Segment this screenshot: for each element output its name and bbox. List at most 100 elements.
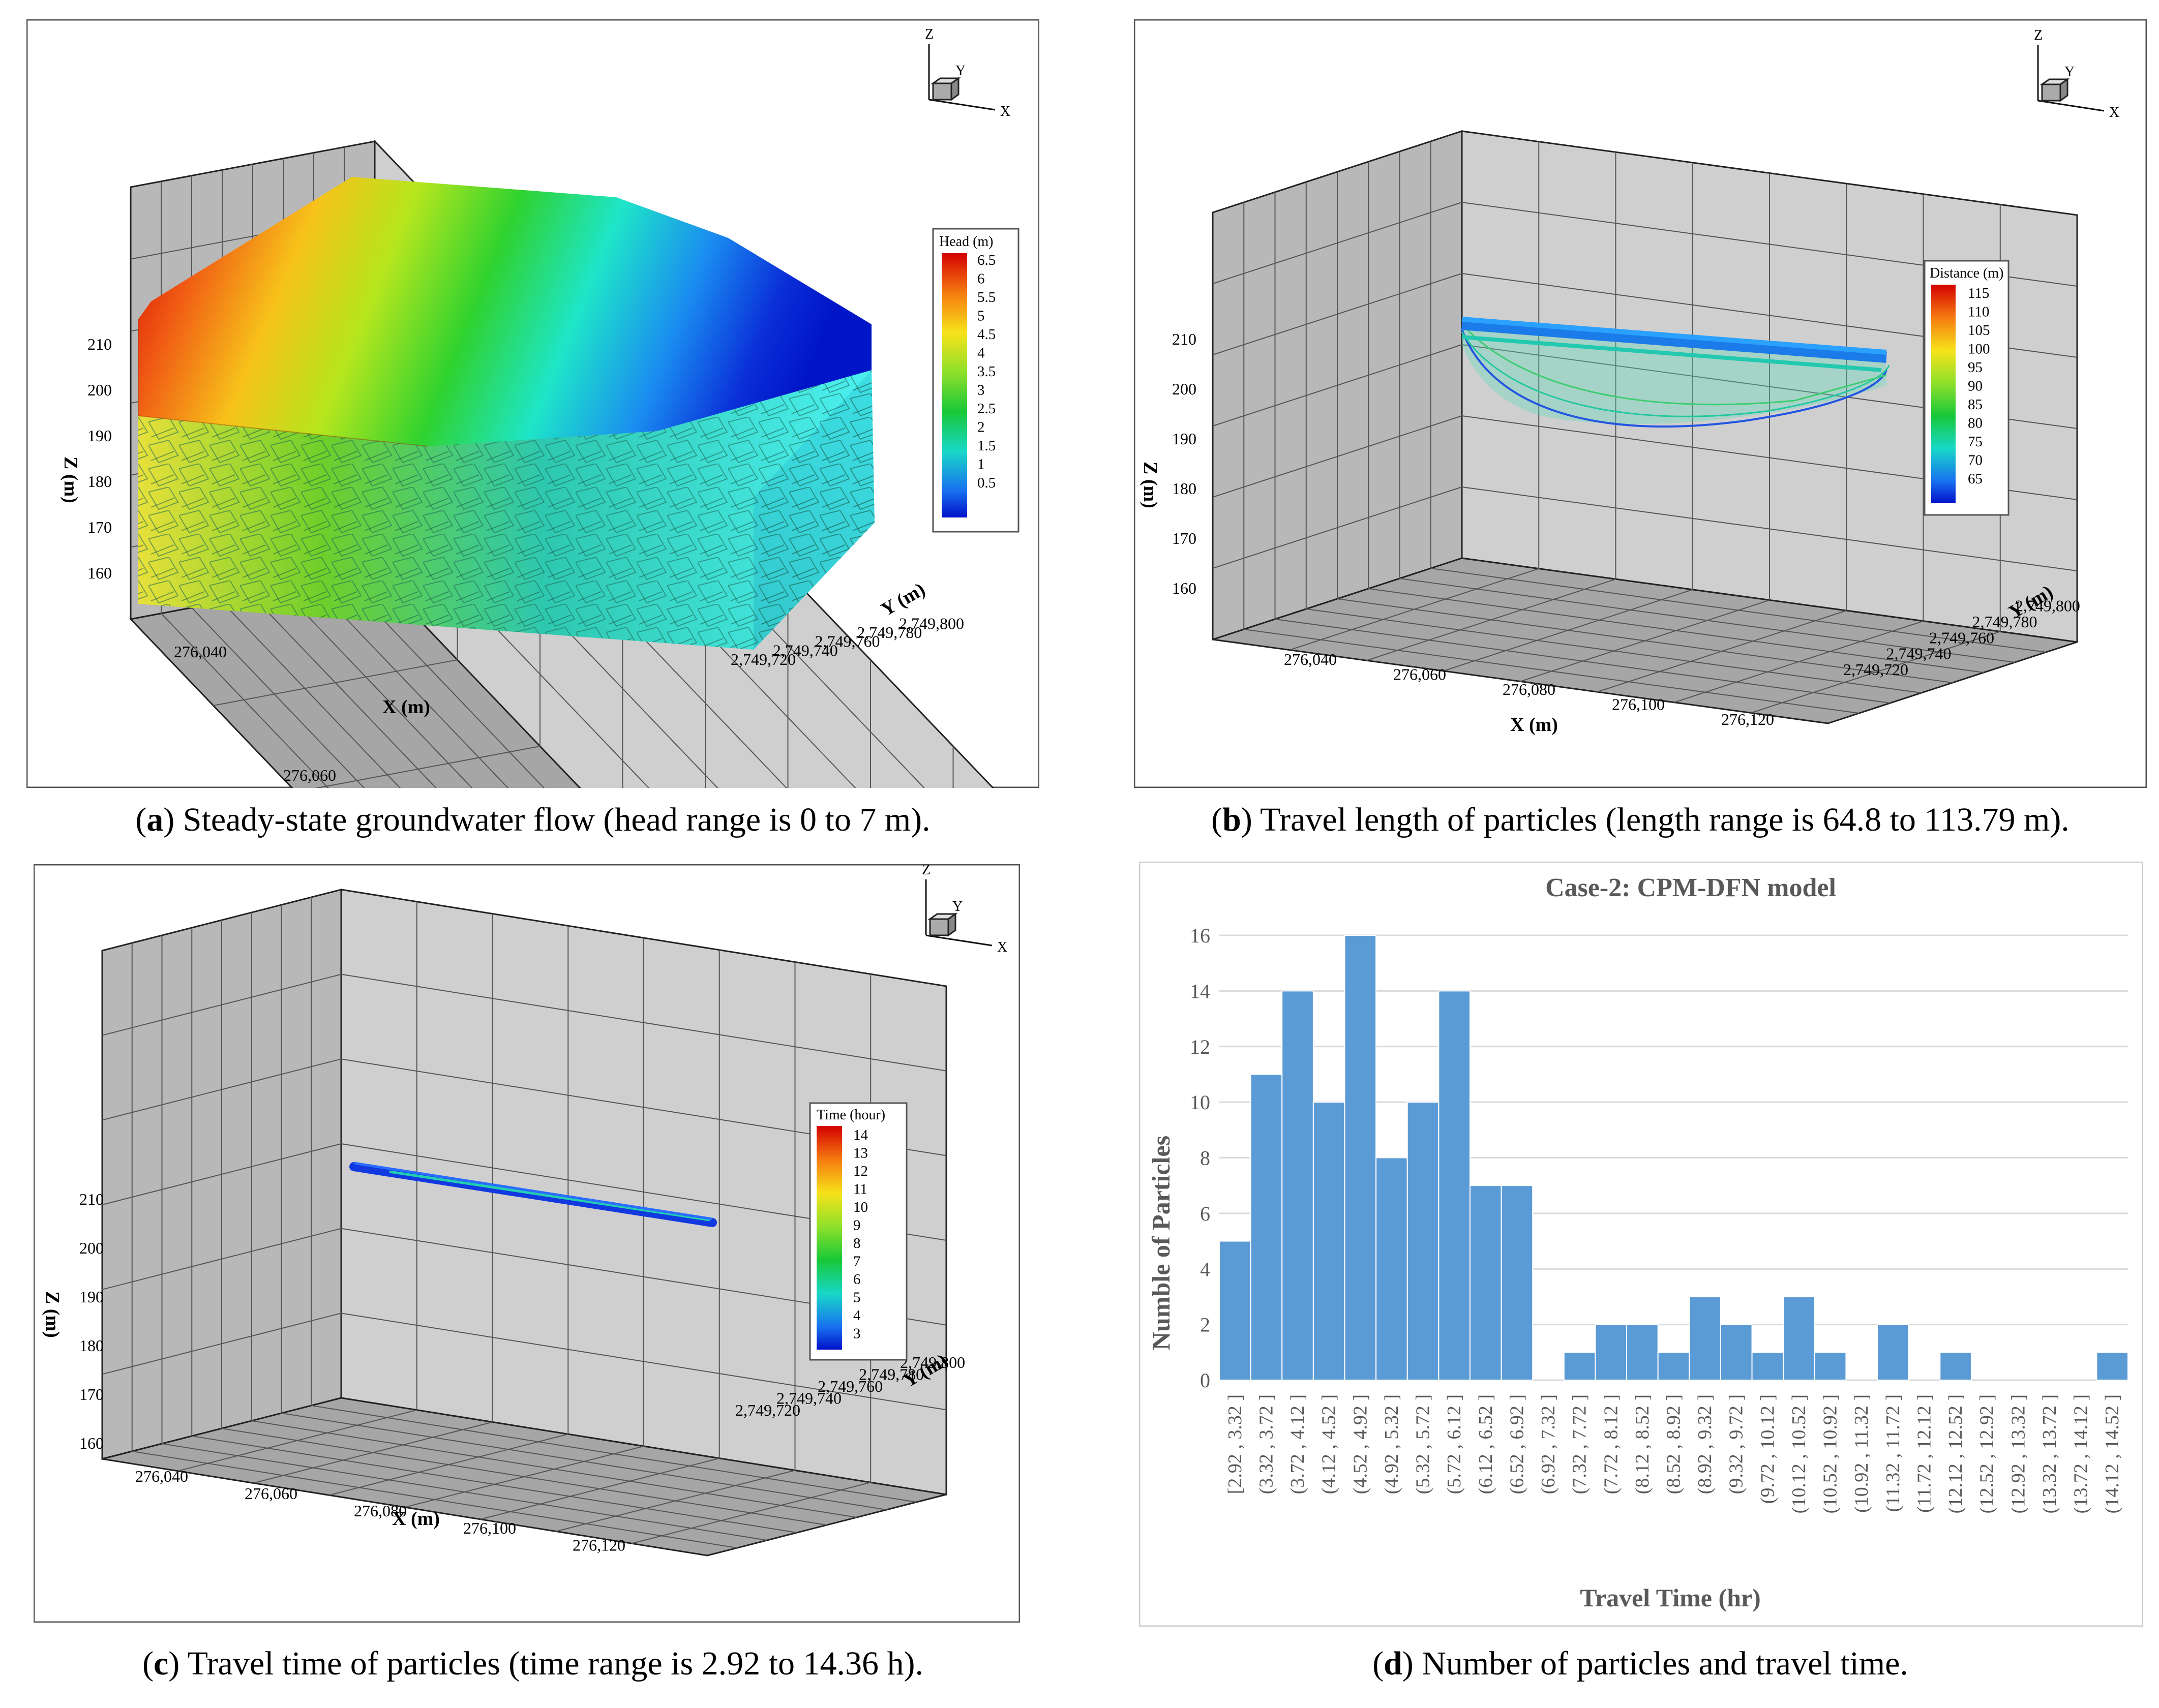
x-tick-label: (4.92 , 5.32 ] — [1381, 1394, 1402, 1494]
z-tick-label: 210 — [79, 1190, 104, 1208]
bar — [1501, 1185, 1534, 1381]
bar — [1469, 1185, 1502, 1381]
z-tick-label: 200 — [79, 1239, 104, 1257]
y-tick-label: 2,749,720 — [1843, 660, 1908, 679]
x-tick-label: 276,060 — [1393, 665, 1446, 683]
y-tick-label: 2,749,740 — [776, 1389, 842, 1407]
legend-label: 11 — [853, 1181, 867, 1198]
chart-title: Case-2: CPM-DFN model — [1545, 873, 1836, 902]
legend-label: 9 — [853, 1217, 861, 1234]
x-tick-labels: [2.92 , 3.32 ] (3.32 , 3.72 ] (3.72 , 4.12… — [1224, 1394, 2123, 1513]
x-tick-label: (6.12 , 6.52 ] — [1475, 1394, 1496, 1494]
x-tick-label: 276,100 — [1612, 695, 1665, 713]
x-tick-label: (10.52 , 10.92 ] — [1820, 1394, 1841, 1513]
legend-label: 70 — [1968, 452, 1983, 469]
axis-box: 276,040 276,060 276,080 276,100 276,120 2,749… — [42, 889, 965, 1557]
x-axis-label: X (m) — [382, 696, 430, 718]
x-tick-label: (12.92 , 13.32 ] — [2007, 1394, 2029, 1513]
axis-triad: Z Y X — [2034, 27, 2119, 120]
legend-label: 14 — [853, 1127, 868, 1143]
y-tick-label: 6 — [1200, 1202, 1210, 1225]
bar — [1563, 1352, 1596, 1381]
x-axis-label: X (m) — [1510, 714, 1558, 736]
legend-label: 5 — [853, 1290, 861, 1306]
x-tick-label: (8.52 , 8.92 ] — [1663, 1394, 1685, 1494]
particle-paths — [349, 1162, 717, 1227]
bar — [1877, 1324, 1909, 1381]
legend-colorbar — [817, 1126, 842, 1350]
triad-z: Z — [925, 26, 934, 42]
y-tick-label: 2,749,780 — [859, 1365, 924, 1383]
z-tick-label: 160 — [87, 564, 112, 582]
legend-label: 1.5 — [977, 438, 996, 454]
legend-label: 4.5 — [977, 326, 996, 343]
z-tick-label: 180 — [79, 1336, 104, 1355]
z-tick-label: 200 — [1172, 380, 1196, 398]
x-tick-label: (3.32 , 3.72 ] — [1255, 1394, 1277, 1494]
y-tick-label: 2,749,740 — [1886, 645, 1951, 663]
particle-paths — [1461, 317, 1890, 428]
x-tick-label: (3.72 , 4.12 ] — [1287, 1394, 1308, 1494]
y-tick-label: 2,749,800 — [899, 614, 964, 632]
y-tick-label: 2,749,760 — [815, 632, 880, 651]
z-tick-label: 190 — [87, 426, 112, 445]
triad-x: X — [1000, 104, 1010, 119]
legend-label: 110 — [1968, 304, 1989, 320]
bar — [1657, 1352, 1690, 1381]
legend-label: 7 — [853, 1254, 861, 1270]
triad-x: X — [2109, 105, 2119, 120]
x-axis-label: Travel Time (hr) — [1580, 1583, 1761, 1612]
z-tick-label: 170 — [79, 1385, 104, 1404]
y-tick-label: 4 — [1200, 1258, 1210, 1280]
legend-label: 65 — [1968, 471, 1983, 487]
z-tick-label: 160 — [1172, 579, 1196, 597]
z-tick-label: 170 — [87, 518, 112, 536]
z-tick-label: 180 — [1172, 479, 1196, 498]
triad-y: Y — [952, 899, 963, 914]
legend-label: 0.5 — [977, 475, 996, 491]
bar — [2096, 1352, 2128, 1381]
legend-colorbar — [1931, 285, 1956, 503]
y-tick-label: 10 — [1190, 1091, 1210, 1114]
triad-z: Z — [922, 864, 931, 878]
legend-distance: Distance (m) 115 110 105 100 95 90 85 80 75 70 65 — [1924, 260, 2010, 516]
z-tick-label: 210 — [1172, 330, 1196, 348]
legend-label: 4 — [977, 345, 985, 361]
legend-label: 12 — [853, 1163, 868, 1179]
bar — [1281, 990, 1314, 1381]
legend-label: 8 — [853, 1235, 861, 1252]
z-tick-label: 190 — [1172, 430, 1196, 448]
bar — [1406, 1102, 1440, 1381]
triad-x: X — [997, 939, 1007, 955]
axis-triad: Z Y X — [922, 864, 1007, 955]
legend-label: 115 — [1968, 285, 1989, 301]
bar — [1626, 1324, 1659, 1381]
x-tick-label: (5.72 , 6.12 ] — [1444, 1394, 1465, 1494]
x-tick-label: 276,080 — [354, 1502, 407, 1520]
x-tick-label: 276,120 — [573, 1536, 625, 1554]
bar — [1720, 1324, 1753, 1381]
x-tick-label: 276,100 — [463, 1519, 516, 1537]
panel-a: 276,040276,060276,080276,100276,1202,749… — [26, 19, 1039, 788]
x-tick-label: 276,060 — [283, 766, 336, 784]
y-tick-label: 2,749,800 — [2015, 597, 2080, 615]
y-tick-label: 2,749,760 — [1929, 628, 1994, 647]
x-tick-label: (6.92 , 7.32 ] — [1538, 1394, 1559, 1494]
histogram-chart: Case-2: CPM-DFN model 0 2 4 6 8 10 12 14 16 [2.9… — [1139, 862, 2143, 1627]
legend-colorbar — [942, 253, 967, 517]
x-tick-label: 276,040 — [135, 1467, 188, 1485]
bar — [1438, 990, 1471, 1381]
x-tick-label: 276,120 — [1721, 710, 1774, 728]
x-tick-label: (9.32 , 9.72 ] — [1726, 1394, 1747, 1494]
bar — [1250, 1074, 1283, 1381]
x-tick-label: [2.92 , 3.32 ] — [1224, 1394, 1246, 1494]
axis-triad: Z Y X — [925, 26, 1010, 119]
y-tick-label: 2,749,780 — [857, 623, 922, 642]
y-tick-label: 14 — [1190, 980, 1210, 1002]
x-tick-label: (8.92 , 9.32 ] — [1694, 1394, 1716, 1494]
x-tick-label: (6.52 , 6.92 ] — [1506, 1394, 1527, 1494]
bar — [1783, 1296, 1815, 1381]
legend-label: 4 — [853, 1307, 861, 1324]
triad-y: Y — [2064, 64, 2075, 80]
